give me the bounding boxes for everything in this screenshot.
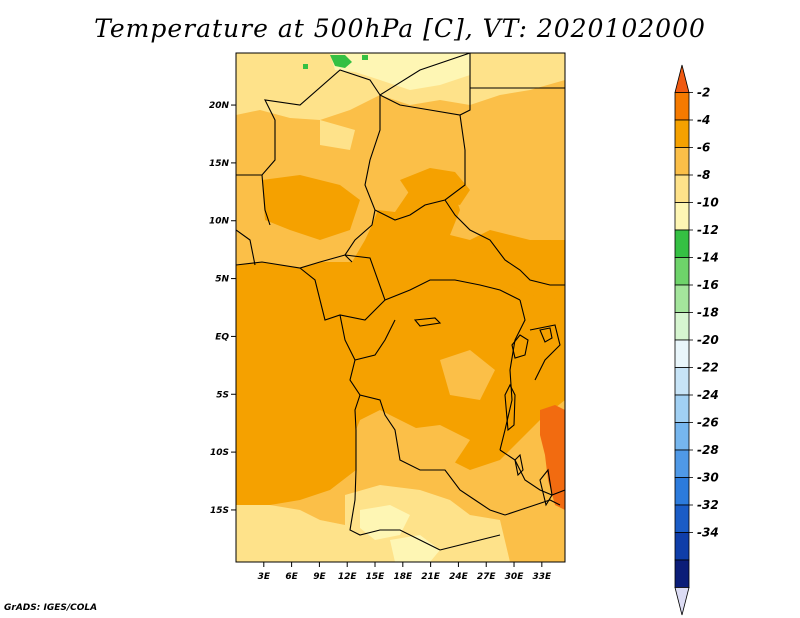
lon-tick-label: 24E [449,572,469,582]
map-title: Temperature at 500hPa [C], VT: 202010200… [94,14,706,43]
lat-tick-label: 15N [209,159,230,169]
lat-tick-label: 5N [215,275,229,285]
colorbar-box [674,229,690,258]
colorbar-bottom-arrow [674,587,690,616]
colorbar-box [674,284,690,313]
colorbar-label: -18 [697,306,719,320]
temperature-field-band [330,55,352,68]
colorbar-box [674,532,690,561]
lakes [413,317,553,507]
temperature-field-band [236,505,345,562]
temperature-field-band [400,168,470,205]
colorbar-box [674,202,690,231]
country-borders [236,53,565,551]
colorbar-box [674,422,690,451]
colorbar-box [674,257,690,286]
colorbar-box [674,147,690,176]
lon-tick-label: 15E [366,572,386,582]
colorbar-box [674,312,690,341]
colorbar-box [674,367,690,396]
colorbar-label: -10 [697,196,719,210]
lon-tick-label: 18E [393,572,413,582]
lat-tick-label: 20N [209,101,230,111]
temperature-field-band [262,175,360,240]
temperature-field-band [440,350,495,400]
colorbar-label: -24 [697,388,719,402]
lon-tick-label: 9E [313,572,326,582]
colorbar-label: -30 [697,471,719,485]
lon-tick-label: 30E [505,572,525,582]
lat-tick-label: EQ [215,332,229,342]
lat-tick-label: 10N [209,217,230,227]
temperature-field-band [390,535,440,562]
temperature-field-band [320,120,355,150]
map-area [236,53,565,562]
lon-tick-label: 12E [338,572,358,582]
colorbar-label: -34 [697,526,719,540]
colorbar-label: -8 [697,168,710,182]
colorbar-box [674,477,690,506]
colorbar-label: -6 [697,141,710,155]
colorbar: -2 -4 -6 -8 -10 -12 -14 -16 -18 -20 -22 -24 -26 -28 -3… [674,64,719,616]
temperature-field-band [360,505,410,540]
colorbar-label: -26 [697,416,719,430]
colorbar-label: -12 [697,223,719,237]
colorbar-box [674,449,690,478]
temperature-field-band [470,245,565,300]
lat-tick-label: 10S [210,448,229,458]
longitude-axis: 3E 6E 9E 12E 15E 18E 21E 24E 27E 30E 33E [258,562,552,582]
colorbar-box [674,394,690,423]
latitude-axis: 20N 15N 10N 5N EQ 5S 10S 15S [209,101,236,516]
lon-tick-label: 21E [421,572,441,582]
temperature-field-band [303,64,308,69]
lon-tick-label: 6E [285,572,298,582]
colorbar-top-arrow [674,64,690,93]
colorbar-label: -22 [697,361,719,375]
colorbar-box [674,504,690,533]
lon-tick-label: 3E [258,572,271,582]
map-frame [235,52,566,563]
colorbar-label: -32 [697,498,719,512]
lat-tick-label: 5S [216,390,229,400]
colorbar-box [674,339,690,368]
colorbar-label: -20 [697,333,719,347]
colorbar-label: -16 [697,278,719,292]
temperature-field-band [362,55,368,60]
temperature-field-band [330,53,470,90]
colorbar-label: -2 [697,86,710,100]
lat-tick-label: 15S [210,506,229,516]
lon-tick-label: 27E [477,572,497,582]
temperature-field-band [400,425,470,470]
colorbar-box [674,559,690,588]
colorbar-box [674,119,690,148]
temperature-field-band [540,405,565,510]
colorbar-label: -14 [697,251,719,265]
colorbar-box [674,174,690,203]
colorbar-label: -4 [697,113,710,127]
colorbar-label: -28 [697,443,719,457]
colorbar-box [674,92,690,121]
lon-tick-label: 33E [532,572,552,582]
grads-credit: GrADS: IGES/COLA [4,603,98,613]
